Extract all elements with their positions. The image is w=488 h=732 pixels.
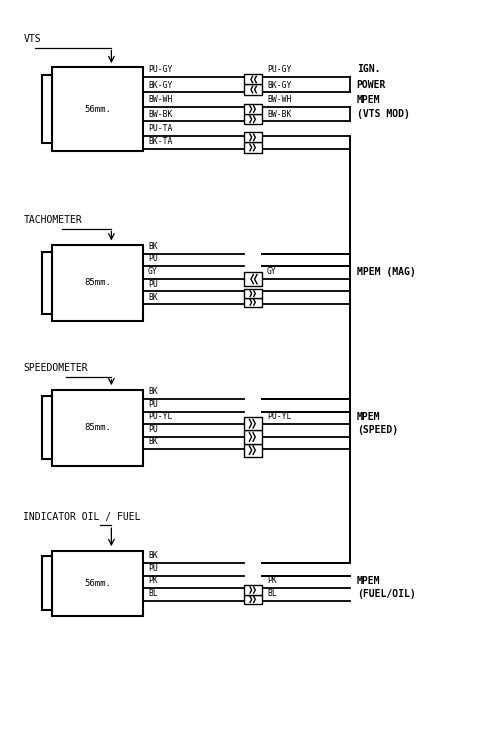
Bar: [244, 417, 262, 430]
Text: PU: PU: [148, 254, 158, 264]
Text: GY: GY: [267, 267, 277, 276]
Text: PU-GY: PU-GY: [267, 64, 291, 74]
Bar: [41, 75, 52, 143]
Text: PU: PU: [148, 425, 158, 434]
Text: PU-GY: PU-GY: [148, 64, 172, 74]
Text: (FUEL/OIL): (FUEL/OIL): [357, 589, 415, 599]
Text: BK-TA: BK-TA: [148, 137, 172, 146]
Text: BK: BK: [148, 386, 158, 396]
Text: PU-TA: PU-TA: [148, 124, 172, 133]
Text: PU: PU: [148, 400, 158, 408]
Text: BK-GY: BK-GY: [267, 81, 291, 89]
Bar: [52, 550, 143, 616]
Bar: [244, 114, 262, 124]
Text: BW-BK: BW-BK: [267, 110, 291, 119]
Text: MPEM: MPEM: [357, 576, 380, 586]
Text: BW-WH: BW-WH: [148, 95, 172, 104]
Bar: [244, 289, 262, 298]
Bar: [244, 84, 262, 94]
Text: IGN.: IGN.: [357, 64, 380, 75]
Text: POWER: POWER: [357, 81, 386, 90]
Bar: [244, 298, 262, 307]
Bar: [52, 67, 143, 151]
Text: GY: GY: [148, 267, 158, 276]
Text: BK: BK: [148, 551, 158, 560]
Text: 56mm.: 56mm.: [84, 578, 111, 588]
Text: PK: PK: [148, 576, 158, 586]
Bar: [244, 586, 262, 594]
Text: PU: PU: [148, 564, 158, 573]
Text: SPEEDOMETER: SPEEDOMETER: [23, 363, 88, 373]
Text: 56mm.: 56mm.: [84, 105, 111, 113]
Bar: [244, 104, 262, 114]
Bar: [244, 430, 262, 444]
Text: PU: PU: [148, 280, 158, 288]
Bar: [52, 389, 143, 466]
Text: BK: BK: [148, 242, 158, 251]
Bar: [244, 75, 262, 84]
Text: MPEM: MPEM: [357, 411, 380, 422]
Text: BL: BL: [148, 589, 158, 598]
Text: (VTS MOD): (VTS MOD): [357, 109, 409, 119]
Text: BW-WH: BW-WH: [267, 95, 291, 104]
Bar: [244, 132, 262, 143]
Text: BK: BK: [148, 293, 158, 302]
Text: 85mm.: 85mm.: [84, 423, 111, 432]
Bar: [244, 272, 262, 286]
Text: BW-BK: BW-BK: [148, 110, 172, 119]
Bar: [41, 556, 52, 610]
Text: TACHOMETER: TACHOMETER: [23, 215, 82, 225]
Text: PU-YL: PU-YL: [148, 412, 172, 421]
Text: MPEM (MAG): MPEM (MAG): [357, 267, 415, 277]
Bar: [41, 252, 52, 314]
Text: (SPEED): (SPEED): [357, 425, 398, 435]
Text: MPEM: MPEM: [357, 94, 380, 105]
Bar: [244, 594, 262, 604]
Text: PK: PK: [267, 576, 277, 586]
Bar: [41, 396, 52, 459]
Text: BL: BL: [267, 589, 277, 598]
Text: 85mm.: 85mm.: [84, 278, 111, 287]
Text: VTS: VTS: [23, 34, 41, 44]
Text: INDICATOR OIL / FUEL: INDICATOR OIL / FUEL: [23, 512, 141, 522]
Text: BK: BK: [148, 437, 158, 447]
Bar: [244, 143, 262, 152]
Text: BK-GY: BK-GY: [148, 81, 172, 89]
Bar: [52, 244, 143, 321]
Bar: [244, 444, 262, 457]
Text: PU-YL: PU-YL: [267, 412, 291, 421]
